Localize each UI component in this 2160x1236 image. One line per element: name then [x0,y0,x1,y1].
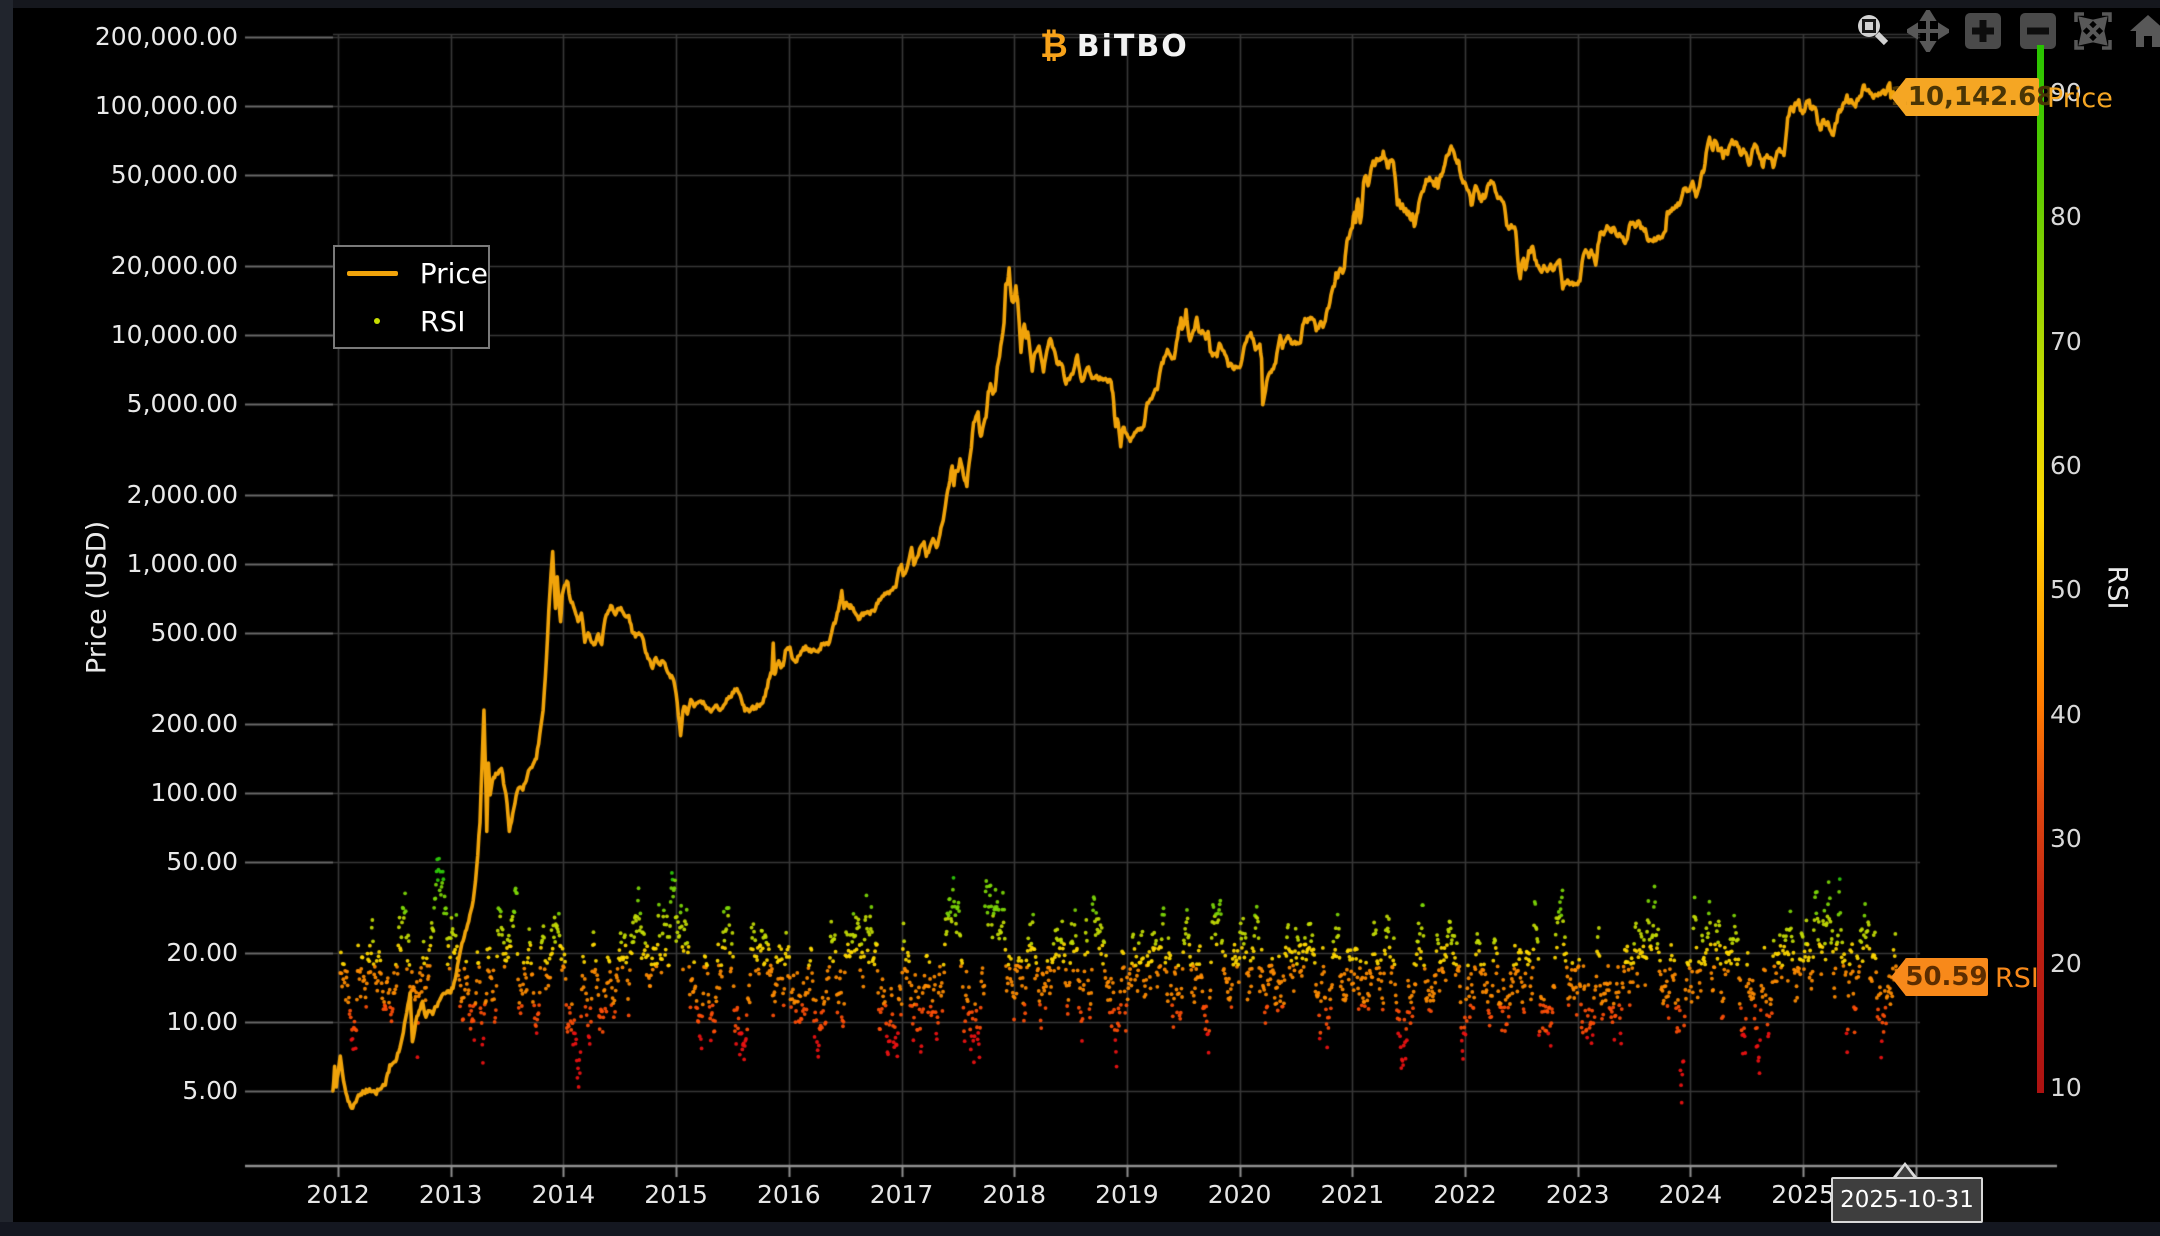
year-tick-label: 2024 [1658,1180,1723,1209]
price-series-label: Price [2047,83,2113,114]
date-tooltip-caret-inner [1896,1166,1914,1178]
brand-name: BiTBO [1076,28,1189,64]
price-tick-label: 200.00 [150,709,238,739]
brand-logo: ₿ BiTBO [1040,28,1189,64]
year-tick-label: 2015 [644,1180,708,1209]
price-tick-label: 5,000.00 [126,388,238,418]
price-axis-title: Price (USD) [81,520,113,675]
price-tick-label: 20,000.00 [110,251,238,281]
year-tick-label: 2014 [531,1180,596,1209]
price-tick-label: 50.00 [166,846,238,876]
price-tick-label: 100,000.00 [94,91,238,120]
zoom-in-button[interactable] [1962,10,2004,52]
window-frame-left [0,0,13,1236]
price-badge-arrow [1891,78,1906,116]
chart-legend: Price RSI [333,245,490,349]
year-tick-label: 2016 [756,1180,821,1209]
home-icon [2130,15,2160,47]
year-tick-label: 2018 [982,1180,1046,1209]
rsi-gradient-bar [2037,45,2044,1093]
rsi-tick-label: 10 [2050,1073,2082,1102]
rsi-dot-swatch [374,318,380,324]
legend-item-rsi[interactable]: RSI [335,301,488,341]
year-tick-label: 2013 [418,1180,483,1209]
legend-rsi-label: RSI [420,304,466,338]
rsi-tick-label: 80 [2050,202,2082,232]
legend-price-label: Price [419,256,488,290]
box-zoom-icon [1858,15,1889,46]
price-tick-label: 2,000.00 [126,480,238,510]
fullscreen-icon [2074,12,2112,50]
fullscreen-button[interactable] [2072,10,2114,52]
rsi-tick-label: 40 [2050,699,2082,729]
year-tick-label: 2025 [1771,1180,1835,1209]
year-tick-label: 2019 [1095,1180,1159,1209]
price-line-swatch [347,270,398,276]
home-button[interactable] [2127,10,2160,52]
rsi-tick-label: 50 [2050,575,2082,605]
rsi-tick-label: 70 [2050,326,2082,356]
year-tick-label: 2022 [1433,1180,1497,1209]
year-tick-label: 2021 [1320,1180,1385,1209]
rsi-badge-arrow [1891,958,1906,996]
zoom-out-button[interactable] [2017,10,2059,52]
year-tick-label: 2023 [1545,1180,1610,1209]
year-tick-label: 2020 [1207,1180,1272,1209]
zoom-out-icon [2020,13,2056,49]
price-tick-label: 5.00 [182,1075,238,1105]
price-tick-label: 50,000.00 [110,159,238,189]
price-tick-label: 500.00 [150,617,238,647]
price-tick-label: 10.00 [166,1007,238,1036]
rsi-value-badge: 50.59 [1905,958,1988,996]
rsi-tick-label: 20 [2050,948,2082,978]
zoom-in-icon [1965,13,2001,49]
box-zoom-button[interactable] [1852,10,1894,52]
pan-icon [1907,10,1949,52]
price-value-badge: 110,142.68 [1890,78,2054,116]
price-tick-label: 10,000.00 [110,320,238,349]
pan-button[interactable] [1907,10,1949,52]
price-tick-label: 20.00 [166,938,238,968]
price-tick-label: 1,000.00 [126,549,238,578]
year-tick-label: 2012 [306,1180,370,1209]
rsi-tick-label: 90 [2050,77,2082,107]
window-frame-top [0,0,2160,8]
price-tick-label: 100.00 [150,778,238,807]
chart-toolbar [1852,10,2160,52]
legend-item-price[interactable]: Price [335,253,488,293]
window-frame-bottom [0,1222,2160,1236]
rsi-tick-label: 30 [2050,824,2082,854]
year-tick-label: 2017 [869,1180,934,1209]
rsi-series-label: RSI [1995,963,2039,994]
bitcoin-logo-icon: ₿ [1040,26,1068,66]
date-tooltip: 2025-10-31 [1831,1177,1983,1223]
rsi-tick-label: 60 [2050,451,2082,480]
price-tick-label: 200,000.00 [94,22,238,52]
